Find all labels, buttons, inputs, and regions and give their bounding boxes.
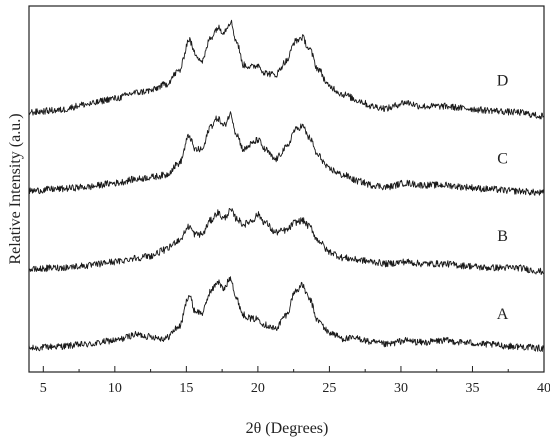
series-label-a: A [497, 306, 509, 323]
x-axis-ticks: 5 10 15 20 25 30 35 40 [40, 366, 550, 396]
series-line-b [28, 207, 545, 275]
series-traces [28, 19, 545, 352]
x-axis-title: 2θ (Degrees) [246, 420, 329, 437]
x-tick-label: 40 [537, 381, 550, 396]
series-label-c: C [497, 151, 508, 168]
x-tick-label: 5 [40, 381, 47, 396]
series-line-c [28, 111, 545, 196]
x-tick-label: 20 [251, 381, 265, 396]
x-tick-label: 15 [179, 381, 193, 396]
x-tick-label: 25 [322, 381, 336, 396]
series-labels: A B C D [497, 72, 509, 323]
x-tick-label: 10 [108, 381, 122, 396]
series-line-a [28, 276, 545, 352]
series-label-d: D [497, 72, 509, 89]
y-axis-title: Relative Intensity (a.u.) [7, 113, 24, 264]
series-line-d [28, 19, 545, 120]
series-label-b: B [497, 228, 508, 245]
x-tick-label: 30 [394, 381, 408, 396]
x-tick-label: 35 [465, 381, 479, 396]
